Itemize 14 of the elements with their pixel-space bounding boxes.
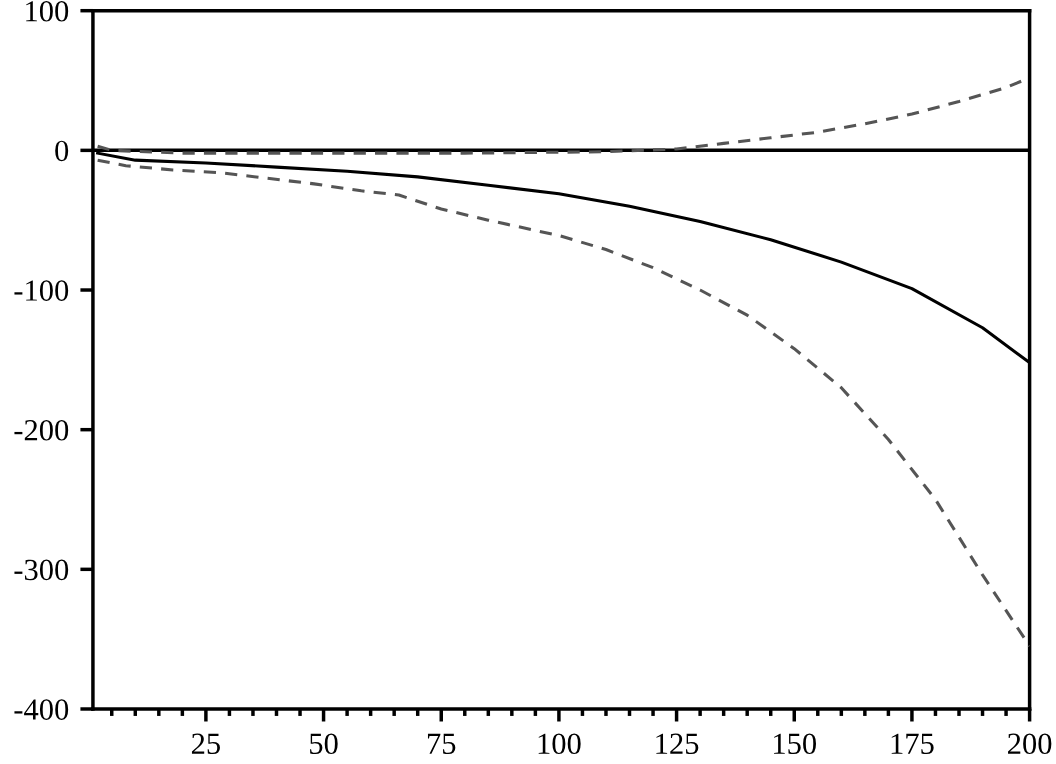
- x-tick-label: 25: [191, 733, 220, 755]
- y-tick-label: -200: [14, 419, 69, 441]
- y-tick-label: -100: [14, 280, 69, 301]
- x-tick-label: 50: [310, 733, 338, 755]
- x-tick-label: 75: [427, 733, 456, 755]
- x-tick-label: 125: [656, 733, 699, 755]
- y-tick-label: 0: [55, 140, 69, 162]
- y-tick-label: -300: [14, 559, 69, 581]
- x-tick-label: 100: [538, 733, 581, 755]
- x-tick-label: 175: [891, 733, 934, 755]
- x-tick-label: 150: [774, 733, 817, 755]
- x-tick-label: 200: [1008, 733, 1052, 755]
- y-tick-label: -400: [14, 699, 69, 720]
- y-tick-label: 100: [26, 0, 69, 22]
